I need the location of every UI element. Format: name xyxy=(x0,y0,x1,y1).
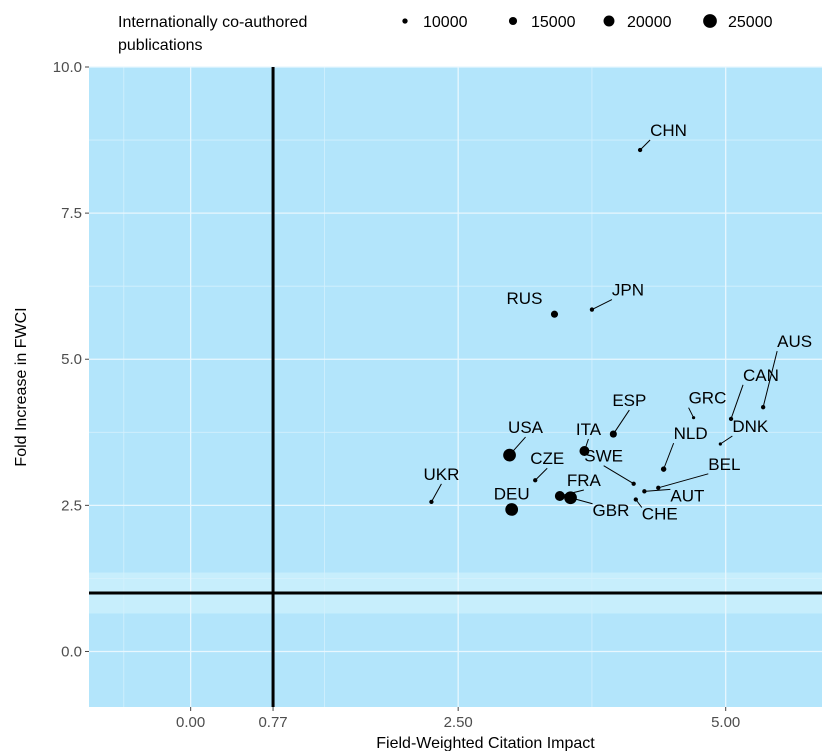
point-label-grc: GRC xyxy=(689,389,727,408)
label-leader-grc xyxy=(688,407,695,418)
point-label-ita: ITA xyxy=(576,420,602,439)
point-label-gbr: GBR xyxy=(593,501,630,520)
point-label-rus: RUS xyxy=(507,289,543,308)
point-deu xyxy=(505,503,519,516)
legend: Internationally co-authored publications… xyxy=(118,14,773,54)
point-label-chn: CHN xyxy=(650,121,687,140)
point-aus xyxy=(760,405,766,410)
point-label-aus: AUS xyxy=(777,332,812,351)
label-leader-dnk xyxy=(720,435,733,445)
label-leader-jpn xyxy=(591,299,613,311)
legend-label-15000: 15000 xyxy=(531,14,576,31)
y-axis: 0.0 2.5 5.0 7.5 10.0 xyxy=(53,59,89,660)
legend-label-10000: 10000 xyxy=(423,14,468,31)
point-label-dnk: DNK xyxy=(732,417,769,436)
point-label-aut: AUT xyxy=(670,486,704,505)
label-leader-aut xyxy=(644,488,671,492)
label-leader-chn xyxy=(639,139,651,151)
point-label-fra: FRA xyxy=(567,471,602,490)
point-label-ukr: UKR xyxy=(423,465,459,484)
point-dnk xyxy=(718,442,722,446)
y-axis-label: Fold Increase in FWCI xyxy=(13,307,30,466)
label-leader-aus xyxy=(762,351,778,408)
legend-key-25000 xyxy=(703,14,717,28)
legend-title-line-2: publications xyxy=(118,37,203,54)
point-label-che: CHE xyxy=(642,505,678,524)
point-swe xyxy=(631,481,636,486)
y-tick-label: 5.0 xyxy=(61,351,82,368)
point-label-jpn: JPN xyxy=(612,281,644,300)
point-ukr xyxy=(429,499,434,505)
point-fra xyxy=(554,491,565,501)
point-esp xyxy=(609,430,617,438)
point-rus xyxy=(550,310,559,318)
point-jpn xyxy=(589,307,595,312)
x-tick-label: 0.77 xyxy=(258,714,287,731)
data-points: CHN RUS JPN AUS CAN GRC DNK ESP ITA NLD USA CZE SWE B… xyxy=(423,121,812,524)
legend-key-20000 xyxy=(603,15,615,27)
label-leader-ukr xyxy=(430,483,442,503)
point-gbr xyxy=(564,491,577,505)
label-leader-nld xyxy=(663,442,675,470)
label-leader-cze xyxy=(534,467,548,481)
point-grc xyxy=(691,416,696,420)
legend-key-15000 xyxy=(508,16,518,26)
label-leader-swe xyxy=(603,465,634,485)
reference-lines xyxy=(89,67,822,707)
point-ita xyxy=(579,446,590,456)
point-label-bel: BEL xyxy=(708,455,740,474)
point-label-esp: ESP xyxy=(612,391,646,410)
legend-label-25000: 25000 xyxy=(728,14,773,31)
x-tick-label: 2.50 xyxy=(444,714,473,731)
point-can xyxy=(728,416,734,422)
y-tick-label: 10.0 xyxy=(53,59,82,76)
point-cze xyxy=(533,478,538,483)
y-tick-label: 2.5 xyxy=(61,497,82,514)
grid-lines xyxy=(89,66,822,707)
y-tick-label: 7.5 xyxy=(61,205,82,222)
label-leader-esp xyxy=(612,409,630,435)
point-nld xyxy=(660,466,667,472)
point-label-deu: DEU xyxy=(494,484,530,503)
point-usa xyxy=(503,448,516,462)
label-leader-bel xyxy=(658,473,709,489)
label-leader-can xyxy=(730,384,744,420)
legend-key-10000 xyxy=(402,18,408,24)
legend-label-20000: 20000 xyxy=(627,14,672,31)
x-tick-label: 5.00 xyxy=(711,714,740,731)
x-tick-label: 0.00 xyxy=(176,714,205,731)
y-tick-label: 0.0 xyxy=(61,643,82,660)
x-axis-label: Field-Weighted Citation Impact xyxy=(376,735,595,751)
point-label-usa: USA xyxy=(508,418,544,437)
point-che xyxy=(633,497,638,502)
x-axis: 0.00 0.77 2.50 5.00 xyxy=(176,707,740,731)
point-label-swe: SWE xyxy=(584,447,623,466)
point-label-nld: NLD xyxy=(674,424,708,443)
point-label-cze: CZE xyxy=(530,449,564,468)
point-aut xyxy=(642,489,647,494)
legend-title-line-1: Internationally co-authored xyxy=(118,14,307,31)
point-chn xyxy=(637,147,643,153)
point-bel xyxy=(656,485,661,490)
point-label-can: CAN xyxy=(743,366,779,385)
